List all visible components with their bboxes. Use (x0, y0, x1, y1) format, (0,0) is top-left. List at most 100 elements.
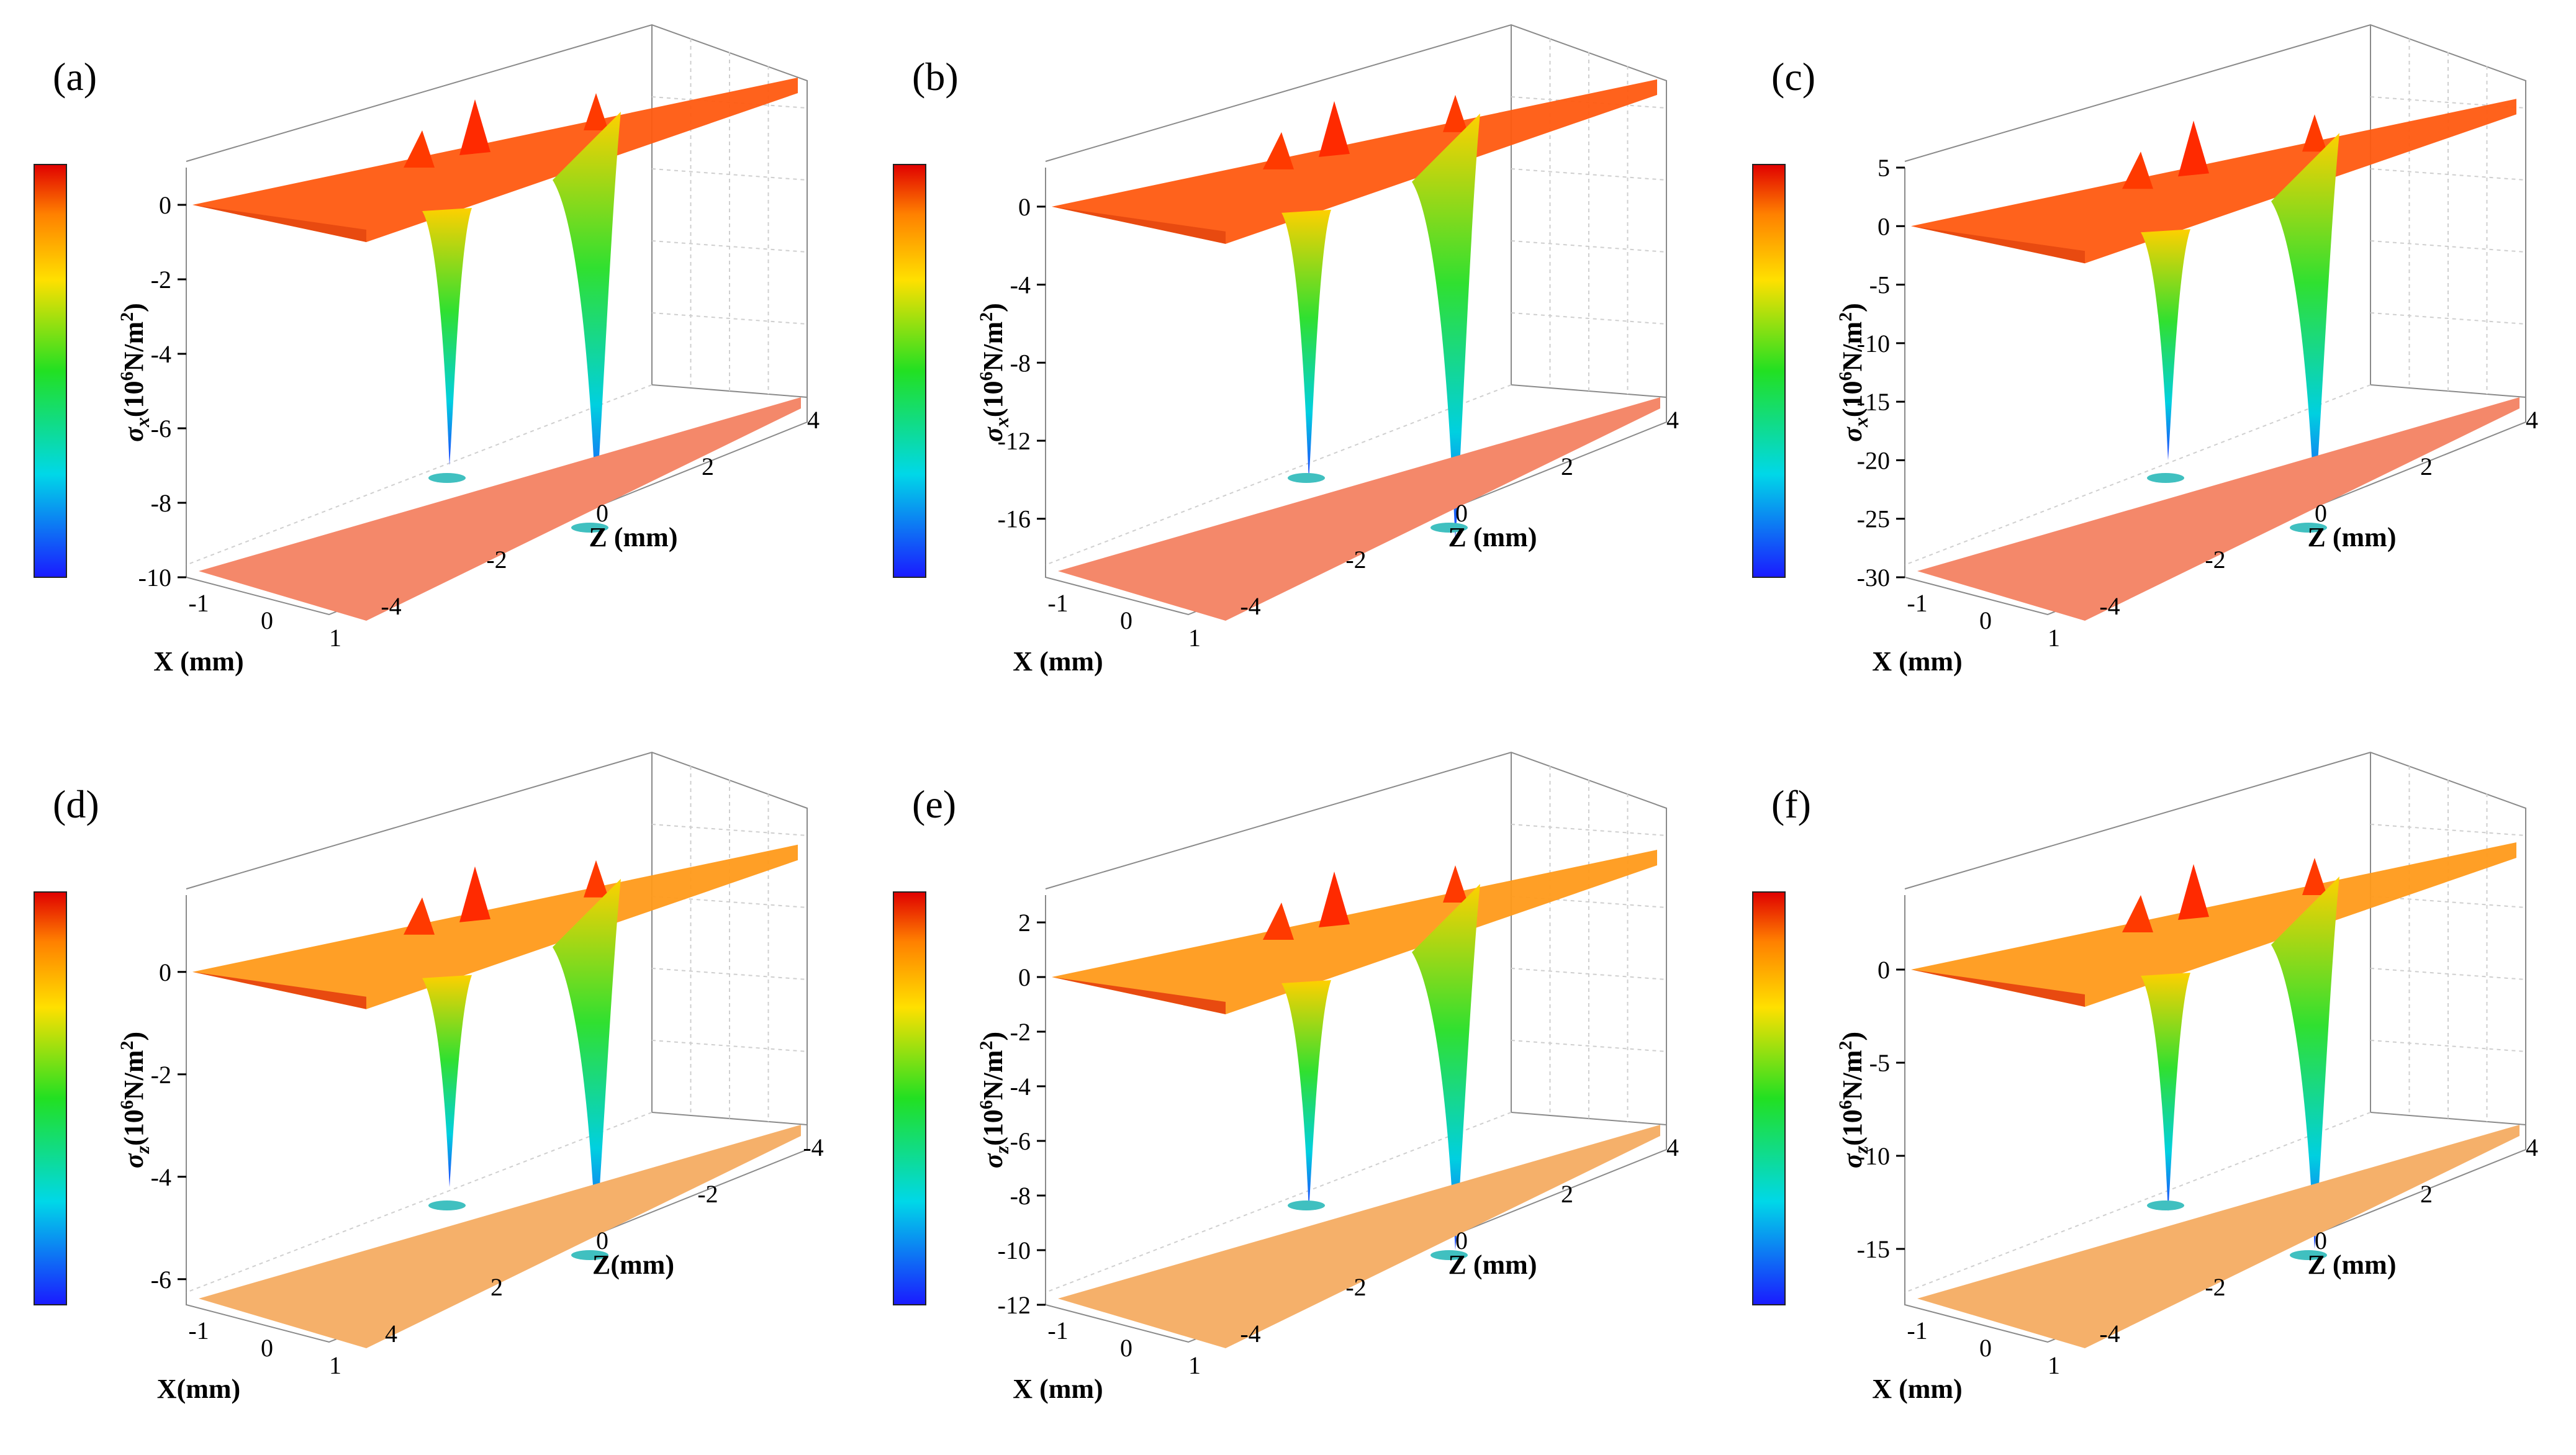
z-tick-label: -4 (1010, 1073, 1031, 1101)
panel-label: (f) (1771, 782, 1811, 826)
x-axis-title: X (mm) (153, 646, 243, 677)
y-axis-title-part: ) (978, 1032, 1008, 1041)
y-axis-title-part: z (990, 1145, 1013, 1154)
y-axis-title-part: N/m (1837, 322, 1868, 372)
y-axis-title: σx(106N/m2) (117, 303, 153, 442)
y-axis-title-part: z (131, 1145, 153, 1154)
floor-spot (2290, 523, 2327, 533)
z-axis-tick-label: -2 (1345, 1273, 1366, 1301)
wall-grid-line (651, 312, 808, 325)
z-axis-tick-label: 2 (702, 453, 714, 480)
x-tick-label: 1 (329, 624, 341, 652)
z-axis-tick-label: 4 (1666, 406, 1679, 434)
y-axis-title-part: ) (119, 303, 149, 312)
axes-frame (1045, 24, 1667, 616)
axes-frame (1045, 751, 1667, 1343)
colorbar (34, 891, 67, 1305)
wall-grid-line (651, 824, 808, 836)
x-axis-title: X (mm) (1013, 646, 1103, 677)
floor-spot (2290, 1250, 2327, 1260)
chart-panel-3: (d)0-2-4-6σz(106N/m2)-101X(mm)420-2-4Z(m… (34, 751, 824, 1404)
z-tick-label: -5 (1869, 271, 1890, 299)
floor-back-line (186, 1112, 653, 1293)
z-tick-label: -2 (151, 266, 171, 294)
y-axis-title-part: σ (1837, 426, 1868, 442)
spike-left (422, 975, 472, 1187)
z-axis-tick-label: -2 (486, 546, 507, 574)
surface-peak (1319, 101, 1350, 157)
y-axis-title-part: (10 (1837, 381, 1868, 417)
surface-plane-edge (192, 971, 366, 1009)
wall-grid-line (651, 1040, 808, 1052)
y-axis-title-part: ) (1837, 303, 1868, 312)
z-axis-tick-label: 0 (1455, 499, 1468, 527)
y-axis-title-part: N/m (119, 322, 149, 372)
floor-spot (1288, 473, 1325, 483)
surface-plane-edge (1911, 970, 2085, 1007)
z-tick-label: -10 (1857, 1142, 1890, 1170)
surface-plane (1052, 79, 1657, 244)
y-axis-title-part: (10 (119, 381, 149, 417)
floor-projection (1917, 1125, 2520, 1348)
colorbar (1752, 891, 1786, 1305)
floor-projection (199, 397, 801, 621)
surface-peak (1263, 903, 1294, 940)
z-tick-label: -2 (151, 1061, 171, 1089)
surface-peak (404, 897, 435, 935)
z-axis-tick-label: 0 (596, 1227, 608, 1255)
z-axis-tick-label: 2 (2420, 453, 2433, 480)
axes-frame (186, 24, 808, 616)
colorbar (893, 164, 926, 578)
z-tick-label: 5 (1878, 154, 1890, 182)
z-tick-label: -4 (151, 1163, 171, 1191)
y-axis-title-part: (10 (978, 1109, 1008, 1146)
x-tick-label: 1 (1188, 624, 1201, 652)
floor-projection (1917, 397, 2520, 621)
floor-back-line (186, 384, 653, 565)
z-tick-label: 0 (1018, 193, 1031, 221)
y-axis-title-part: N/m (1837, 1050, 1868, 1101)
y-axis-title: σz(106N/m2) (117, 1032, 153, 1168)
x-tick-label: 0 (1120, 1334, 1132, 1362)
surface-plane-edge (1052, 977, 1226, 1014)
z-tick-label: -4 (1010, 271, 1031, 299)
z-tick-label: -20 (1857, 446, 1890, 474)
z-axis-tick-label: 4 (2526, 406, 2538, 434)
z-axis-tick-label: 0 (596, 499, 608, 527)
x-tick-label: -1 (188, 1317, 209, 1345)
z-axis-tick-label: 4 (1666, 1133, 1679, 1161)
z-tick-label: 2 (1018, 909, 1031, 937)
z-axis-tick-label: -4 (1240, 1320, 1260, 1348)
y-axis-title-part: 6 (117, 1100, 137, 1109)
y-axis-title: σz(106N/m2) (976, 1032, 1013, 1168)
spike-right (1412, 113, 1480, 539)
y-axis-title-part: σ (1837, 1153, 1868, 1168)
surface-plane (192, 78, 798, 242)
surface-peak (2178, 864, 2209, 920)
z-tick-label: -8 (151, 489, 171, 517)
z-axis-tick-label: 4 (385, 1320, 397, 1348)
floor-spot (428, 473, 466, 483)
y-axis-title-part: 6 (1835, 1100, 1856, 1109)
z-tick-label: -5 (1869, 1049, 1890, 1077)
x-axis-title: X (mm) (1872, 1374, 1962, 1404)
surface-peak (404, 130, 435, 168)
surface-peak (459, 866, 490, 922)
z-axis-tick-label: -2 (2205, 1273, 2225, 1301)
surface-plane-edge (1911, 226, 2085, 264)
z-tick-label: -4 (151, 340, 171, 368)
z-axis-tick-label: 2 (1561, 1180, 1573, 1208)
x-tick-label: 1 (329, 1351, 341, 1379)
y-axis-title-part: (10 (119, 1109, 149, 1146)
z-axis-tick-label: 2 (490, 1273, 503, 1301)
floor-spot (571, 523, 608, 533)
z-tick-label: -10 (998, 1237, 1031, 1264)
floor-projection (1058, 397, 1660, 621)
x-tick-label: -1 (1907, 589, 1927, 617)
axes-frame (186, 751, 808, 1343)
z-tick-label: -15 (1857, 388, 1890, 416)
z-axis-tick-label: -2 (1345, 546, 1366, 574)
